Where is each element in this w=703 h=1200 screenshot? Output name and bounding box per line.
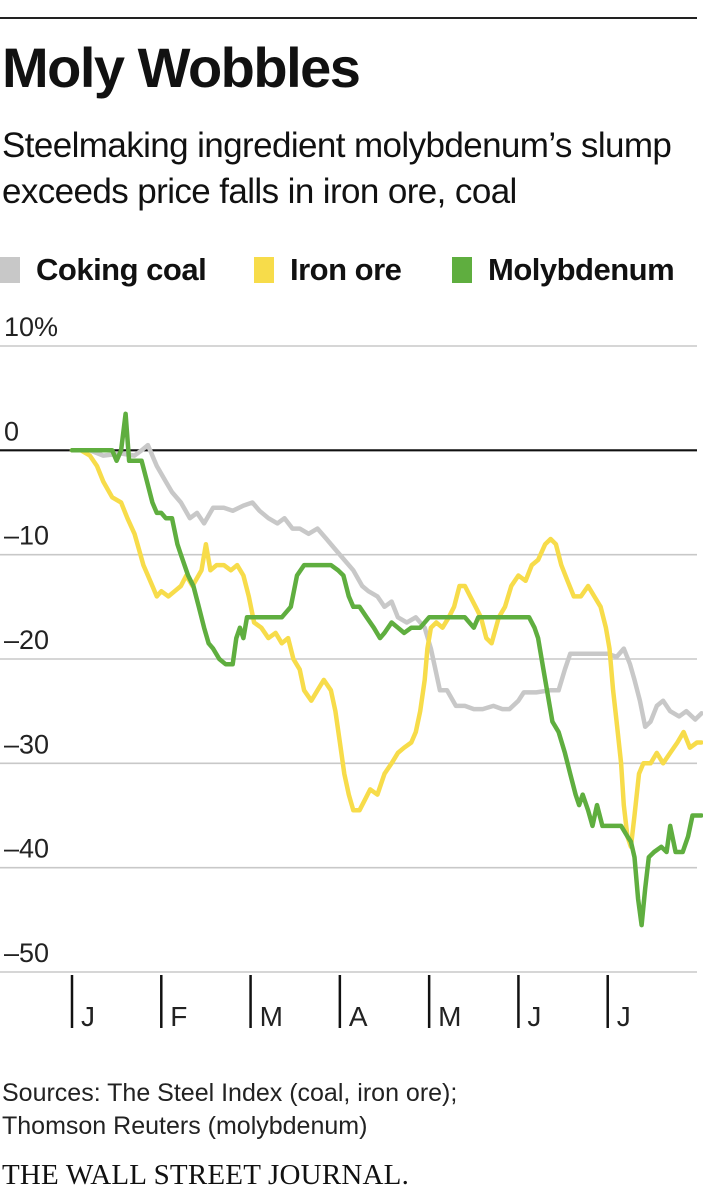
source-line-1: Sources: The Steel Index (coal, iron ore…: [2, 1077, 457, 1110]
chart-subtitle: Steelmaking ingredient molybdenum’s slum…: [2, 123, 702, 215]
coking-coal-swatch: [0, 257, 20, 283]
source-line-2: Thomson Reuters (molybdenum): [2, 1110, 457, 1143]
x-tick-label: M: [438, 1001, 461, 1032]
x-tick-label: J: [81, 1001, 95, 1032]
molybdenum-line: [72, 414, 702, 925]
iron-ore-swatch: [254, 257, 274, 283]
legend: Coking coal Iron ore Molybdenum: [0, 247, 703, 292]
legend-item-molybdenum: Molybdenum: [452, 247, 674, 292]
x-tick-label: F: [170, 1001, 187, 1032]
legend-label-iron-ore: Iron ore: [290, 252, 401, 288]
source-note: Sources: The Steel Index (coal, iron ore…: [2, 1077, 457, 1143]
y-tick-label: –10: [4, 521, 49, 551]
y-tick-label: –30: [4, 729, 49, 759]
y-tick-label: –50: [4, 938, 49, 968]
coking-coal-line: [72, 445, 702, 727]
x-tick-label: J: [527, 1001, 541, 1032]
legend-label-coking-coal: Coking coal: [36, 252, 206, 288]
legend-label-molybdenum: Molybdenum: [488, 252, 674, 288]
top-rule: [0, 17, 697, 19]
y-tick-label: –20: [4, 625, 49, 655]
y-tick-label: 0: [4, 416, 19, 446]
x-tick-label: M: [260, 1001, 283, 1032]
x-tick-label: A: [349, 1001, 368, 1032]
molybdenum-swatch: [452, 257, 472, 283]
publisher-logo: THE WALL STREET JOURNAL.: [2, 1159, 409, 1192]
y-tick-label: –40: [4, 834, 49, 864]
chart-title: Moly Wobbles: [2, 40, 359, 96]
line-chart: 10% 0 –10 –20 –30 –40 –50 J F M A M J J: [0, 300, 703, 1040]
iron-ore-line: [72, 450, 702, 847]
legend-item-iron-ore: Iron ore: [254, 247, 401, 292]
x-tick-label: J: [617, 1001, 631, 1032]
legend-item-coking-coal: Coking coal: [0, 247, 206, 292]
y-tick-label: 10%: [4, 312, 58, 342]
